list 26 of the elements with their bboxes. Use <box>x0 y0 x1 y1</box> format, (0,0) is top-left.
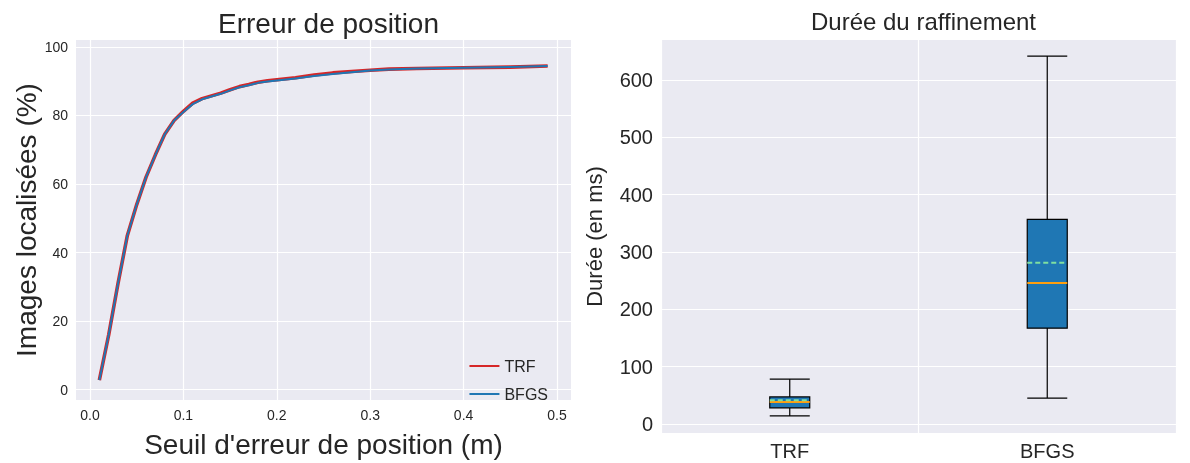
x-tick-label: 0.5 <box>547 407 567 423</box>
y-tick-label: 0 <box>60 381 69 398</box>
y-tick-label: 100 <box>619 355 653 378</box>
y-tick-label: 80 <box>52 107 69 124</box>
y-tick-label: 300 <box>619 240 653 263</box>
y-tick-label: 200 <box>619 298 653 321</box>
y-tick-label: 0 <box>641 412 653 435</box>
x-tick-label: 0.2 <box>267 407 287 423</box>
y-tick-label: 600 <box>619 69 653 92</box>
legend-label: TRF <box>504 357 536 375</box>
x-tick-label: 0.4 <box>453 407 474 423</box>
y-tick-label: 100 <box>44 38 69 55</box>
chart-title: Durée du raffinement <box>810 7 1037 35</box>
y-tick-label: 60 <box>52 176 69 192</box>
y-axis-title: Durée (en ms) <box>581 166 607 307</box>
y-tick-label: 500 <box>619 126 653 149</box>
x-tick-label: 0.0 <box>80 407 100 423</box>
legend-label: BFGS <box>504 385 548 403</box>
y-tick-label: 20 <box>52 313 69 330</box>
y-tick-label: 400 <box>619 183 653 206</box>
x-axis-title: Seuil d'erreur de position (m) <box>144 428 503 460</box>
chart-title: Erreur de position <box>217 7 440 39</box>
x-tick-label: 0.3 <box>360 407 381 423</box>
y-axis-title: Images localisées (%) <box>10 83 42 357</box>
y-tick-label: 40 <box>52 244 69 261</box>
x-tick-label: 0.1 <box>173 407 194 423</box>
